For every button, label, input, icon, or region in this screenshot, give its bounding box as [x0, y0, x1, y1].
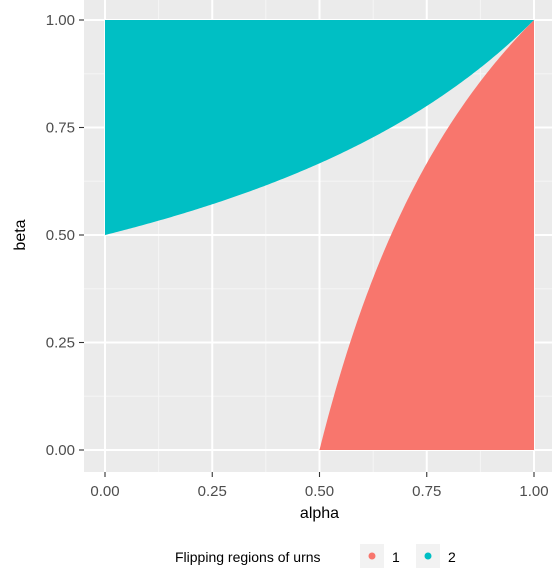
x-tick-label: 0.25	[198, 483, 227, 500]
region-1	[319, 20, 534, 450]
y-axis: 0.00 0.25 0.50 0.75 1.00	[46, 12, 84, 459]
legend-marker-2	[424, 552, 432, 560]
region-2	[105, 20, 534, 235]
y-tick-label: 0.25	[46, 335, 75, 352]
y-tick-label: 0.75	[46, 120, 75, 137]
x-tick-label: 0.75	[412, 483, 441, 500]
legend-marker-1	[368, 552, 376, 560]
y-tick-label: 0.50	[46, 227, 75, 244]
legend-title: Flipping regions of urns	[175, 549, 321, 565]
regions	[105, 20, 534, 450]
legend-label-1: 1	[392, 549, 400, 565]
x-tick-label: 0.00	[90, 483, 119, 500]
y-tick-label: 0.00	[46, 442, 75, 459]
x-axis: 0.00 0.25 0.50 0.75 1.00	[90, 472, 549, 500]
x-tick-label: 1.00	[519, 483, 548, 500]
x-axis-title: alpha	[300, 505, 339, 522]
x-tick-label: 0.50	[305, 483, 334, 500]
y-axis-title: beta	[12, 219, 29, 250]
y-tick-label: 1.00	[46, 12, 75, 29]
legend-label-2: 2	[448, 549, 456, 565]
